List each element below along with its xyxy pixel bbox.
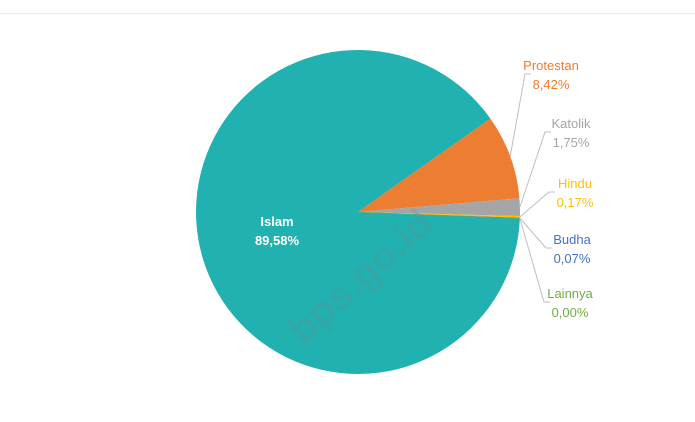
data-label-name: Hindu xyxy=(558,176,592,191)
data-label-katolik: Katolik 1,75% xyxy=(551,116,591,150)
data-label-value: 89,58% xyxy=(255,233,300,248)
pie-slices xyxy=(196,50,520,375)
data-label-islam: Islam 89,58% xyxy=(255,214,300,248)
pie-slice-islam xyxy=(196,50,520,375)
data-label-hindu: Hindu 0,17% xyxy=(557,176,594,210)
data-label-value: 1,75% xyxy=(553,135,590,150)
data-label-name: Protestan xyxy=(523,58,579,73)
data-label-value: 0,17% xyxy=(557,195,594,210)
data-label-budha: Budha 0,07% xyxy=(553,232,591,266)
top-rule xyxy=(0,0,695,14)
pie-slice-protestan xyxy=(358,118,520,212)
leader-line-katolik xyxy=(519,131,551,208)
pie-slice-lainnya xyxy=(357,211,520,219)
leader-line-protestan xyxy=(509,73,531,157)
data-labels: Islam 89,58% Protestan 8,42% Katolik 1,75% Hin… xyxy=(255,58,594,320)
leader-line-hindu xyxy=(519,191,555,218)
data-label-value: 0,00% xyxy=(552,305,589,320)
data-label-name: Lainnya xyxy=(547,286,593,301)
data-label-name: Budha xyxy=(553,232,591,247)
data-label-name: Islam xyxy=(260,214,293,229)
data-label-protestan: Protestan 8,42% xyxy=(523,58,579,92)
leader-line-lainnya xyxy=(519,218,550,303)
leader-lines xyxy=(509,73,555,303)
leader-line-budha xyxy=(519,217,552,249)
pie-slice-katolik xyxy=(358,198,520,217)
data-label-value: 8,42% xyxy=(533,77,570,92)
data-label-lainnya: Lainnya 0,00% xyxy=(547,286,593,320)
data-label-value: 0,07% xyxy=(554,251,591,266)
data-label-name: Katolik xyxy=(551,116,591,131)
